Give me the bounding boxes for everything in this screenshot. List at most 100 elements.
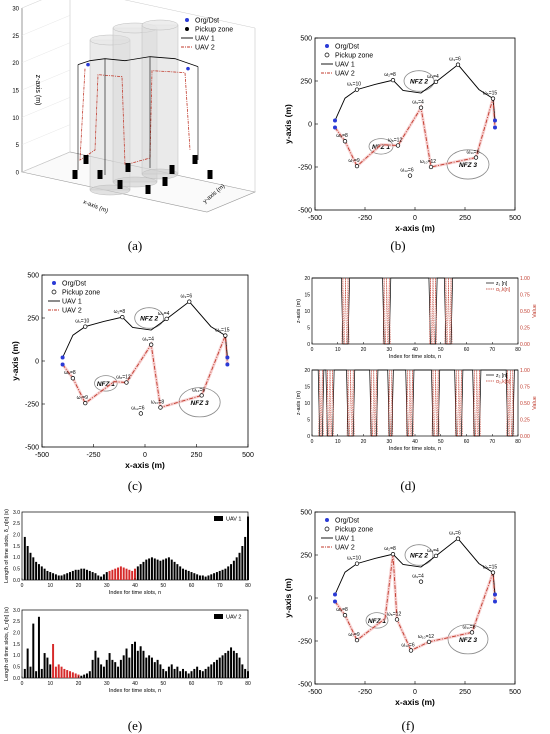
- alpha-spike-1-2: [326, 369, 329, 437]
- y-tick-label-4: 500: [300, 510, 312, 517]
- legend-marker-pickup: [51, 289, 57, 295]
- alpha-spike-0-3: [382, 277, 386, 345]
- bar-0-50: [162, 559, 165, 580]
- bar-1-27: [97, 657, 100, 678]
- z-grid-4: [21, 42, 71, 63]
- bar-1-73: [227, 650, 230, 678]
- x-tick-label-0-8: 80: [245, 583, 251, 589]
- x-tick-label-1-5: 50: [160, 681, 166, 687]
- alpha-spike-1-0: [318, 369, 322, 437]
- bar-0-22: [83, 568, 86, 580]
- pickup-zone-12: [138, 411, 144, 416]
- alpha-spike-1-1: [321, 369, 324, 437]
- bar-0-58: [184, 569, 187, 580]
- x-tick-label-0-6: 60: [464, 347, 470, 353]
- bar-1-36: [122, 655, 125, 678]
- bar-0-79: [244, 536, 247, 580]
- legend-label-z-0: z₁ [n]: [496, 281, 508, 287]
- bar-1-10: [49, 664, 52, 678]
- y-tick-label-1-4: 20: [304, 368, 310, 374]
- caption-d: (d): [400, 478, 416, 493]
- pickup-label-8: ω₈=12: [387, 612, 402, 618]
- y-tick-label-1: -250: [298, 639, 312, 646]
- bar-0-65: [204, 576, 207, 580]
- alpha-spike-1-8: [369, 369, 373, 437]
- bar-1-65: [204, 668, 207, 678]
- pickup-zone-2: [390, 551, 396, 557]
- bar-0-39: [131, 570, 134, 580]
- pickup-block-7: [72, 170, 78, 179]
- bar-0-9: [46, 570, 49, 580]
- org-dst-point-1: [333, 125, 337, 130]
- bar-1-5: [35, 671, 38, 678]
- legend-label-uav1: UAV 1: [335, 62, 355, 69]
- pickup-block-4: [169, 165, 175, 174]
- bar-0-71: [221, 569, 224, 580]
- pickup-zone-8: [395, 143, 401, 148]
- bar-1-71: [221, 655, 224, 678]
- x-tick-label-0: -500: [308, 689, 322, 696]
- legend-label-pickup: Pickup zone: [62, 290, 100, 297]
- uav1-path: [334, 64, 496, 121]
- bar-0-73: [227, 566, 230, 580]
- y-tick-label-0-4: 2.0: [13, 532, 20, 538]
- bar-0-35: [119, 566, 122, 580]
- bar-0-62: [196, 574, 199, 580]
- pickup-zone-10: [428, 164, 434, 170]
- panel-e-time-slots: 0 10 20 30 40 50 60 70 80 0.0 0.5 1.0 1.5 2.0 2.5 3.0 In…: [4, 509, 251, 694]
- legend-label-org: Org/Dst: [62, 281, 86, 288]
- nfz-label-3: NFZ 3: [459, 162, 477, 169]
- bar-1-52: [167, 666, 170, 678]
- y2-tick-label-1-2: 0.50: [520, 401, 530, 407]
- bar-0-40: [134, 568, 136, 580]
- bar-0-51: [165, 558, 168, 580]
- pickup-zone-6: [342, 613, 348, 618]
- alpha-spike-0-9: [444, 277, 448, 345]
- x-axis-label: x-axis (m): [395, 223, 435, 233]
- bar-1-55: [176, 666, 179, 678]
- bar-1-50: [162, 668, 165, 678]
- pickup-block-0: [83, 155, 89, 164]
- y-tick-label-1: -250: [298, 165, 312, 172]
- bar-1-32: [111, 659, 114, 678]
- nfz-cylinder-bottom-2: [112, 176, 158, 188]
- bar-0-23: [85, 569, 88, 580]
- nfz-label-1: NFZ 1: [97, 381, 115, 388]
- x-tick-label-1-5: 50: [438, 439, 444, 445]
- legend-label-alpha-1: α₂,k[n]: [496, 379, 511, 385]
- caption-e: (e): [127, 718, 143, 733]
- bar-0-17: [69, 572, 72, 580]
- bar-1-2: [26, 648, 29, 678]
- z-grid-5: [21, 15, 71, 36]
- pickup-block-6: [207, 170, 213, 179]
- bar-0-38: [128, 569, 131, 580]
- legend-label-uav2: UAV 2: [195, 45, 215, 52]
- alpha-spike-1-23: [475, 369, 479, 437]
- y-tick-label-0-2: 1.0: [13, 555, 20, 561]
- caption-f: (f): [401, 718, 415, 733]
- bar-1-30: [105, 659, 108, 678]
- bar-1-76: [235, 653, 238, 678]
- x-tick-label-4: 500: [509, 689, 521, 696]
- bar-0-74: [230, 564, 233, 580]
- bar-1-29: [102, 666, 105, 678]
- bar-0-80: [247, 516, 249, 580]
- bar-0-47: [153, 558, 156, 580]
- org-dst-point-0: [333, 592, 337, 597]
- x-tick-label-2: 0: [143, 452, 147, 459]
- pickup-label-3: ω₃=6: [449, 57, 461, 63]
- y-tick-label-1-0: 0: [307, 434, 310, 440]
- bar-0-4: [32, 557, 35, 580]
- pickup-block-1: [97, 170, 103, 179]
- bar-0-5: [35, 561, 38, 580]
- pickup-zone-1: [83, 324, 88, 329]
- bar-1-34: [117, 666, 120, 678]
- y-tick-label-2: 0: [308, 122, 312, 129]
- bar-1-18: [71, 672, 74, 678]
- x-tick-label-1-3: 30: [386, 439, 392, 445]
- nfz-cylinder-top-3: [141, 19, 179, 31]
- bar-1-11: [52, 644, 55, 678]
- legend-label-alpha-0: α₁,k[n]: [496, 287, 511, 293]
- pickup-label-3: ω₃=6: [449, 531, 461, 537]
- alpha-spike-0-8: [434, 277, 437, 345]
